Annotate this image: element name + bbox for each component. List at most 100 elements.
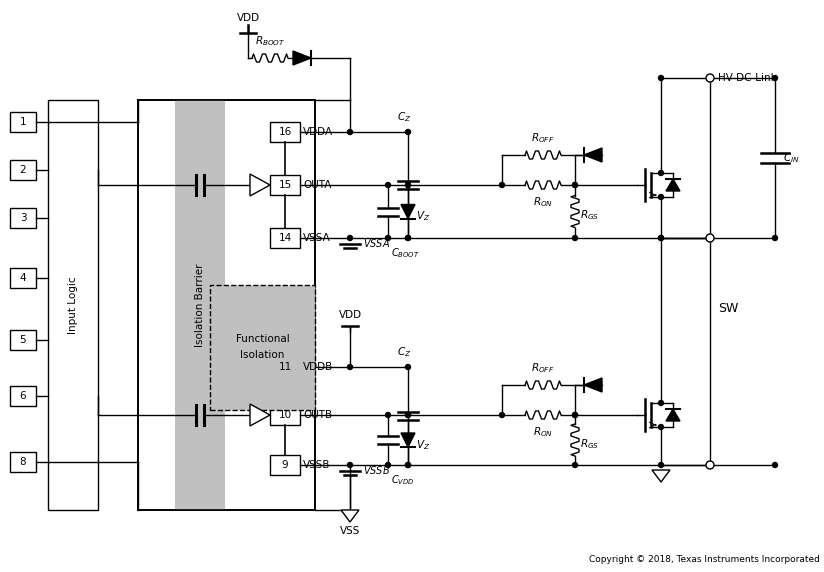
Circle shape	[658, 400, 663, 406]
Text: $C_{IN}$: $C_{IN}$	[783, 151, 799, 165]
Circle shape	[405, 236, 410, 240]
Circle shape	[499, 412, 504, 418]
Text: 1: 1	[20, 117, 26, 127]
Text: 10: 10	[279, 410, 292, 420]
Text: $V_Z$: $V_Z$	[416, 209, 430, 224]
Text: 8: 8	[20, 457, 26, 467]
Bar	[270, 455, 300, 475]
Text: 14: 14	[279, 233, 292, 243]
Polygon shape	[250, 404, 270, 426]
Circle shape	[348, 463, 353, 467]
Circle shape	[573, 182, 578, 188]
Text: $C_Z$: $C_Z$	[397, 110, 411, 124]
Circle shape	[573, 412, 578, 418]
Bar	[270, 228, 300, 248]
Circle shape	[658, 170, 663, 176]
Circle shape	[658, 424, 663, 430]
Polygon shape	[401, 205, 415, 219]
Text: VDDB: VDDB	[303, 362, 333, 372]
Bar	[10, 112, 36, 132]
Circle shape	[405, 364, 410, 370]
Text: 2: 2	[20, 165, 26, 175]
Polygon shape	[401, 433, 415, 447]
Text: $R_{ON}$: $R_{ON}$	[533, 195, 553, 209]
Bar	[270, 175, 300, 195]
Circle shape	[658, 194, 663, 200]
Polygon shape	[666, 179, 680, 191]
Polygon shape	[666, 409, 680, 421]
Circle shape	[348, 129, 353, 134]
Circle shape	[772, 236, 778, 240]
Circle shape	[405, 463, 410, 467]
Text: Functional: Functional	[236, 335, 289, 344]
Circle shape	[658, 76, 663, 81]
Text: $R_{OFF}$: $R_{OFF}$	[531, 131, 555, 145]
Text: $R_{BOOT}$: $R_{BOOT}$	[255, 34, 285, 48]
Circle shape	[386, 412, 391, 418]
Text: 6: 6	[20, 391, 26, 401]
Circle shape	[405, 129, 410, 134]
Bar	[48, 100, 98, 510]
Text: VSSB: VSSB	[303, 460, 330, 470]
Text: $R_{ON}$: $R_{ON}$	[533, 425, 553, 439]
Bar	[175, 100, 225, 510]
Text: VSS: VSS	[339, 526, 360, 536]
Circle shape	[573, 182, 578, 188]
Text: $R_{OFF}$: $R_{OFF}$	[531, 361, 555, 375]
Text: 15: 15	[279, 180, 292, 190]
Text: VDD: VDD	[236, 13, 260, 23]
Circle shape	[386, 236, 391, 240]
Bar	[10, 268, 36, 288]
Text: $VSSA$: $VSSA$	[363, 237, 390, 249]
Circle shape	[405, 463, 410, 467]
Circle shape	[405, 182, 410, 188]
Text: 3: 3	[20, 213, 26, 223]
Circle shape	[405, 412, 410, 418]
Text: $C_{VDD}$: $C_{VDD}$	[391, 473, 414, 487]
Circle shape	[573, 236, 578, 240]
Circle shape	[658, 236, 663, 240]
Text: Isolation: Isolation	[241, 351, 284, 360]
Polygon shape	[584, 148, 602, 162]
Bar	[138, 100, 315, 510]
Polygon shape	[341, 510, 359, 522]
Text: HV DC-Link: HV DC-Link	[718, 73, 777, 83]
Text: $VSSB$: $VSSB$	[363, 464, 390, 476]
Text: VDD: VDD	[339, 310, 362, 320]
Circle shape	[573, 463, 578, 467]
Text: $C_Z$: $C_Z$	[397, 345, 411, 359]
Polygon shape	[652, 470, 670, 482]
Text: $V_Z$: $V_Z$	[416, 438, 430, 452]
Text: 5: 5	[20, 335, 26, 345]
Text: $C_{BOOT}$: $C_{BOOT}$	[391, 246, 419, 260]
Polygon shape	[250, 174, 270, 196]
Bar	[270, 405, 300, 425]
Circle shape	[772, 76, 778, 81]
Circle shape	[499, 182, 504, 188]
Circle shape	[386, 182, 391, 188]
Polygon shape	[584, 378, 602, 392]
Circle shape	[348, 236, 353, 240]
Circle shape	[573, 412, 578, 418]
Text: VDDA: VDDA	[303, 127, 333, 137]
Text: Input Logic: Input Logic	[68, 276, 78, 334]
Text: 11: 11	[279, 362, 292, 372]
Text: 9: 9	[282, 460, 288, 470]
Bar	[10, 160, 36, 180]
Circle shape	[405, 236, 410, 240]
Bar	[10, 386, 36, 406]
Bar	[10, 208, 36, 228]
Text: VSSA: VSSA	[303, 233, 330, 243]
Polygon shape	[293, 51, 311, 65]
Bar	[10, 452, 36, 472]
Circle shape	[405, 412, 410, 418]
Text: $R_{GS}$: $R_{GS}$	[580, 209, 599, 223]
Text: OUTA: OUTA	[303, 180, 331, 190]
Polygon shape	[652, 470, 670, 482]
Text: OUTB: OUTB	[303, 410, 332, 420]
Circle shape	[348, 364, 353, 370]
Circle shape	[706, 234, 714, 242]
Circle shape	[706, 74, 714, 82]
Circle shape	[658, 463, 663, 467]
Bar	[10, 330, 36, 350]
